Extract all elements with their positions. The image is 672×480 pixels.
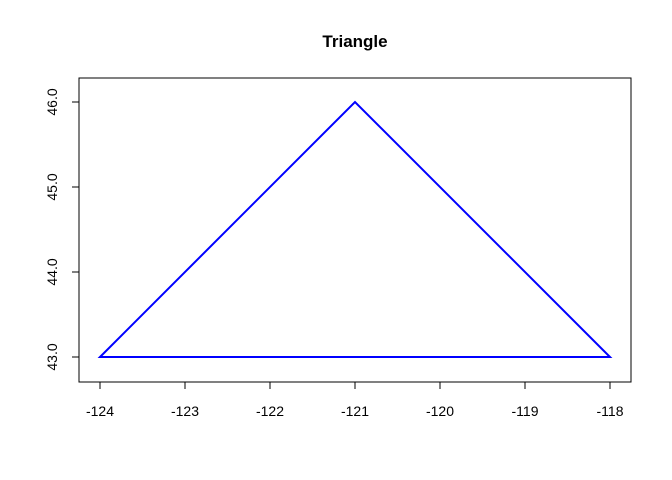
plot-box	[78, 77, 632, 383]
x-tick-label: -121	[341, 403, 369, 419]
x-tick-label: -122	[256, 403, 284, 419]
y-tick-label: 44.0	[44, 258, 60, 285]
y-tick-label: 45.0	[44, 173, 60, 200]
y-tick-label: 43.0	[44, 343, 60, 370]
x-axis: -124 -123 -122 -121 -120 -119 -118	[86, 381, 624, 419]
x-tick-label: -120	[426, 403, 454, 419]
y-axis: 43.0 44.0 45.0 46.0	[44, 88, 80, 371]
series-line	[97, 100, 613, 358]
x-tick-label: -118	[597, 403, 624, 419]
x-tick-label: -119	[512, 403, 539, 419]
series-layer	[97, 100, 613, 358]
x-tick-label: -123	[171, 403, 199, 419]
x-tick-label: -124	[86, 403, 114, 419]
chart-title: Triangle	[322, 32, 387, 51]
y-tick-label: 46.0	[44, 88, 60, 115]
